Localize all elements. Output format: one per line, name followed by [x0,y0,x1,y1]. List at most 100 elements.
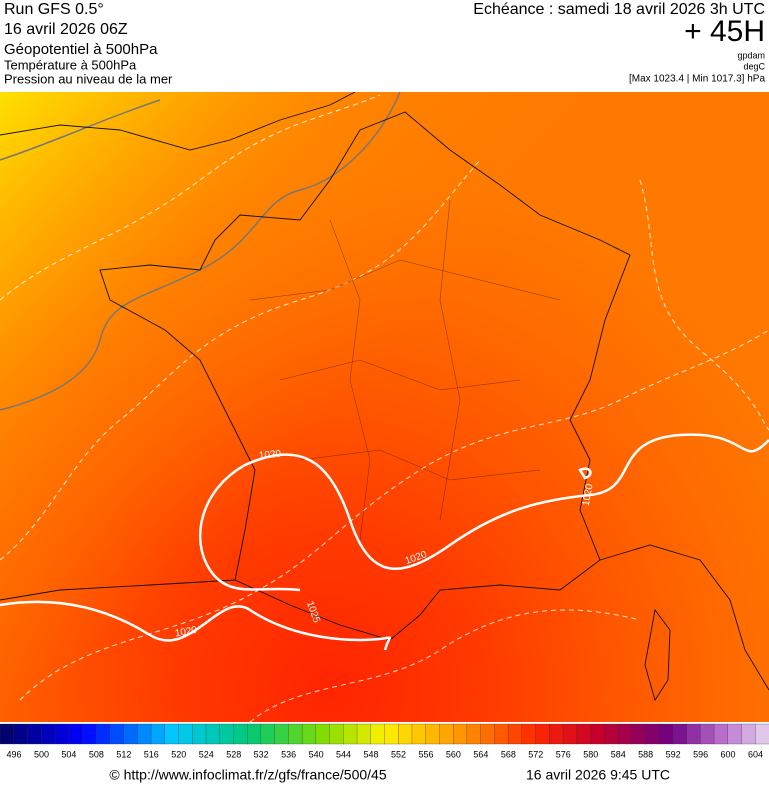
scale-swatch [590,723,605,745]
echeance: Echéance : samedi 18 avril 2026 3h UTC [473,1,765,18]
lead-time: + 45H [684,15,765,48]
scale-swatch [164,723,179,745]
isobar-label: 1020 [258,449,282,462]
scale-swatch [425,723,440,745]
field-1: Géopotentiel à 500hPa [4,41,158,58]
scale-label: 568 [501,749,516,759]
scale-label: 508 [89,749,104,759]
scale-swatch [137,723,152,745]
scale-swatch [205,723,221,745]
scale-swatch [741,723,756,745]
scale-swatch [466,723,482,745]
run-date: 16 avril 2026 06Z [4,21,128,38]
scale-swatch [95,723,111,745]
scale-swatch [123,723,138,745]
scale-swatch [27,723,42,745]
scale-swatch [13,723,28,745]
scale-swatch [178,723,193,745]
scale-swatch [233,723,248,745]
scale-label: 524 [199,749,214,759]
scale-swatch [439,723,454,745]
footer-url: © http://www.infoclimat.fr/z/gfs/france/… [109,767,386,783]
field-3: Pression au niveau de la mer [4,71,173,86]
scale-label: 604 [748,749,763,759]
scale-swatch [617,723,633,745]
scale-swatch [260,723,276,745]
scale-swatch [562,723,578,745]
scale-label: 500 [34,749,49,759]
scale-swatch [576,723,591,745]
scale-label: 596 [693,749,708,759]
scale-swatch [411,723,427,745]
scale-label: 512 [116,749,131,759]
field-2: Température à 500hPa [4,57,137,72]
scale-label: 496 [6,749,21,759]
scale-swatch [356,723,372,745]
scale-label: 572 [528,749,543,759]
temperature-field-north [0,92,769,722]
scale-swatch [301,723,317,745]
scale-label: 520 [171,749,186,759]
scale-swatch [288,723,303,745]
scale-label: 576 [556,749,571,759]
scale-swatch [755,723,769,745]
scale-swatch [274,723,289,745]
scale-swatch [329,723,344,745]
scale-swatch [549,723,564,745]
scale-label: 544 [336,749,351,759]
scale-label: 592 [666,749,681,759]
scale-label: 600 [721,749,736,759]
isobar-label: 1020 [581,483,596,507]
isobar-label: 1020 [174,625,198,640]
scale-swatch [645,723,660,745]
run: Run GFS 0.5° [4,1,104,18]
scale-swatch [713,723,729,745]
scale-swatch [700,723,715,745]
scale-swatch [192,723,207,745]
scale-swatch [398,723,413,745]
scale-swatch [535,723,550,745]
scale-swatch [370,723,385,745]
color-scale: 496 500 504 508 512 516 520 524 528 532 536 540 544 5… [0,723,769,759]
scale-swatch [521,723,537,745]
scale-swatch [219,723,234,745]
scale-swatch [480,723,495,745]
scale-label: 504 [61,749,76,759]
footer-time: 16 avril 2026 9:45 UTC [526,767,670,783]
scale-swatch [672,723,688,745]
range: [Max 1023.4 | Min 1017.3] hPa [629,74,765,85]
unit-1: gpdam [737,50,765,60]
scale-label: 516 [144,749,159,759]
scale-label: 560 [446,749,461,759]
scale-label: 588 [638,749,653,759]
scale-label: 548 [364,749,379,759]
scale-swatch [247,723,262,745]
scale-swatch [54,723,70,745]
isobars [0,433,769,651]
scale-label: 564 [473,749,488,759]
scale-label: 584 [611,749,626,759]
scale-swatch [0,723,15,745]
scale-swatch [604,723,619,745]
unit-2: degC [743,61,765,71]
scale-swatch [109,723,125,745]
scale-label: 540 [309,749,324,759]
scale-swatch [494,723,509,745]
geopotential-lines [0,94,769,722]
scale-label: 532 [254,749,269,759]
scale-swatch [41,723,56,745]
scale-label: 556 [418,749,433,759]
scale-swatch [453,723,468,745]
scale-swatch [384,723,399,745]
scale-label: 536 [281,749,296,759]
map [0,92,769,722]
scale-swatch [686,723,701,745]
scale-label: 528 [226,749,241,759]
scale-swatch [82,723,97,745]
scale-label: 580 [583,749,598,759]
scale-swatch [150,723,166,745]
scale-label: 552 [391,749,406,759]
scale-swatch [658,723,674,745]
scale-swatch [315,723,331,745]
